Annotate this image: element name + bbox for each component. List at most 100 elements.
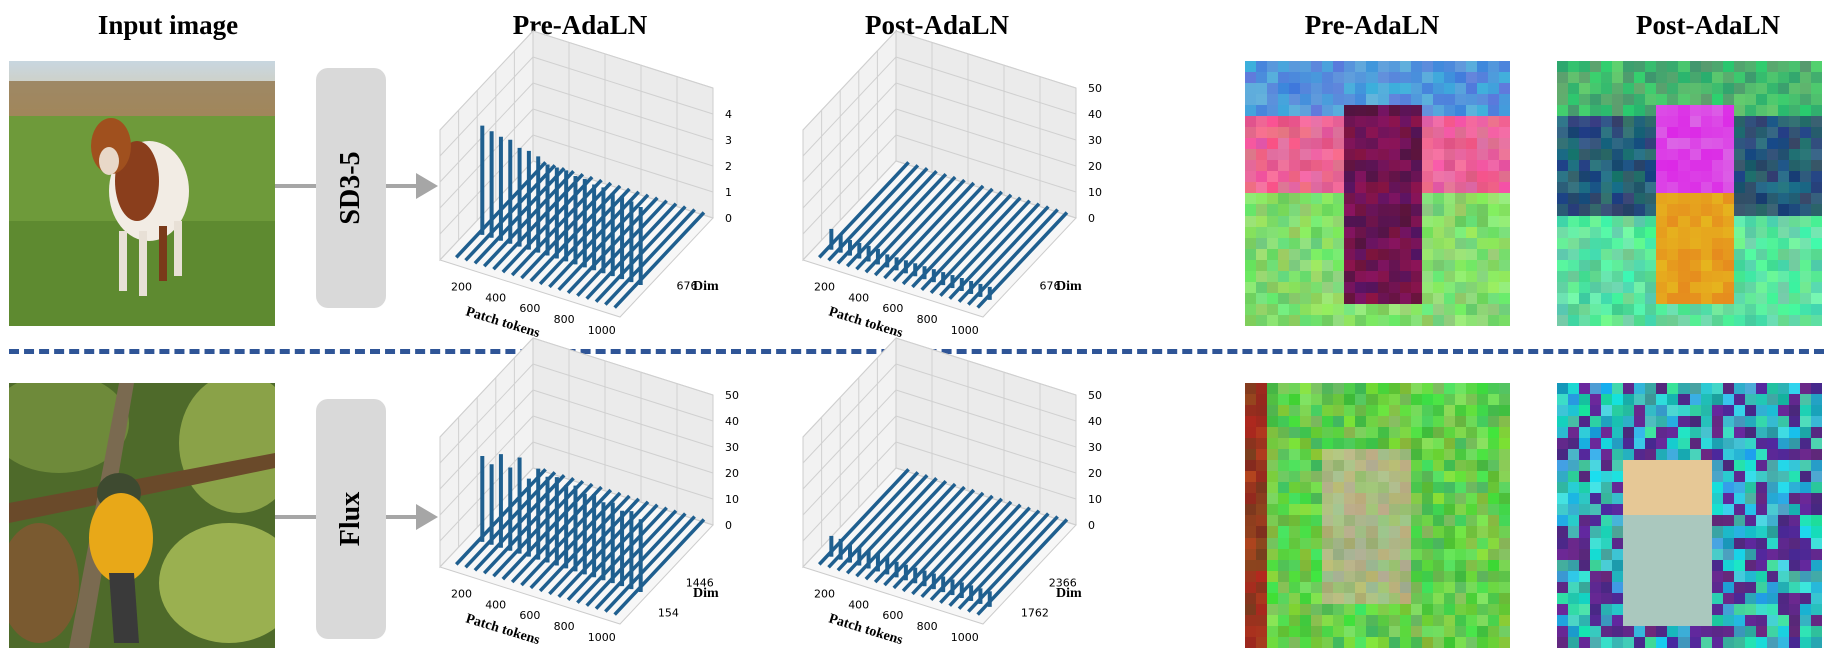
feature-cell	[1810, 248, 1822, 260]
y-axis-label: Dim	[693, 279, 719, 294]
feature-cell	[1421, 226, 1433, 238]
feature-cell	[1498, 482, 1510, 494]
feature-cell	[1755, 394, 1767, 406]
feature-cell	[1322, 592, 1334, 604]
feature-cell	[1744, 515, 1756, 527]
feature-cell	[1700, 383, 1712, 395]
feature-cell	[1355, 416, 1367, 428]
feature-cell	[1487, 204, 1499, 216]
x-tick-label: 200	[451, 281, 472, 294]
x-tick-label: 400	[848, 291, 869, 304]
feature-cell	[1410, 182, 1422, 194]
feature-cell	[1245, 570, 1257, 582]
feature-cell	[1678, 603, 1690, 615]
feature-cell	[1788, 482, 1800, 494]
feature-cell	[1810, 116, 1822, 128]
feature-cell	[1711, 94, 1723, 106]
feature-cell	[1656, 383, 1668, 395]
feature-cell	[1278, 303, 1290, 315]
gridline	[439, 30, 534, 131]
feature-cell	[1388, 394, 1400, 406]
feature-cell	[1634, 504, 1646, 516]
feature-cell	[1355, 449, 1367, 461]
feature-cell	[1700, 449, 1712, 461]
feature-cell	[1634, 237, 1646, 249]
feature-cell	[1557, 127, 1569, 139]
feature-cell	[1579, 383, 1591, 395]
feature-cell	[1810, 427, 1822, 439]
feature-cell	[1311, 204, 1323, 216]
feature-cell	[1443, 493, 1455, 505]
feature-cell	[1476, 537, 1488, 549]
bar-row	[957, 512, 1050, 610]
feature-cell	[1634, 581, 1646, 593]
feature-cell	[1700, 614, 1712, 626]
feature-cell	[1645, 592, 1657, 604]
feature-cell	[1744, 94, 1756, 106]
feature-cell	[1568, 83, 1580, 95]
feature-cell	[1333, 526, 1345, 538]
feature-cell	[1810, 138, 1822, 150]
feature-cell	[1678, 248, 1690, 260]
feature-cell	[1333, 548, 1345, 560]
feature-cell	[1678, 548, 1690, 560]
gridline	[532, 415, 714, 474]
feature-cell	[1634, 248, 1646, 260]
feature-cell	[1432, 94, 1444, 106]
feature-cell	[1799, 61, 1811, 73]
feature-cell	[1355, 94, 1367, 106]
feature-cell	[1623, 405, 1635, 417]
feature-cell	[1678, 427, 1690, 439]
feature-cell	[1476, 482, 1488, 494]
feature-cell	[1612, 204, 1624, 216]
feature-cell	[1733, 438, 1745, 450]
feature-cell	[1311, 270, 1323, 282]
feature-cell	[1766, 281, 1778, 293]
feature-cell	[1755, 193, 1767, 205]
feature-cell	[1667, 559, 1679, 571]
feature-cell	[1410, 570, 1422, 582]
feature-cell	[1755, 548, 1767, 560]
feature-cell	[1355, 493, 1367, 505]
feature-cell	[1366, 438, 1378, 450]
feature-cell	[1667, 314, 1679, 326]
feature-cell	[1711, 460, 1723, 472]
feature-cell	[1777, 482, 1789, 494]
feature-cell	[1300, 83, 1312, 95]
feature-cell	[1601, 116, 1613, 128]
feature-cell	[1722, 515, 1734, 527]
feature-cell	[1590, 138, 1602, 150]
feature-cell	[1344, 636, 1356, 648]
feature-cell	[1557, 559, 1569, 571]
feature-cell	[1722, 460, 1734, 472]
feature-cell	[1645, 614, 1657, 626]
feature-cell	[1755, 182, 1767, 194]
feature-cell	[1755, 226, 1767, 238]
feature-cell	[1612, 394, 1624, 406]
feature-cell	[1267, 314, 1279, 326]
feature-cell	[1388, 548, 1400, 560]
feature-cell	[1568, 603, 1580, 615]
gridline	[439, 389, 534, 490]
feature-cell	[1322, 526, 1334, 538]
feature-cell	[1267, 559, 1279, 571]
feature-cell	[1689, 570, 1701, 582]
feature-cell	[1678, 460, 1690, 472]
feature-cell	[1256, 94, 1268, 106]
feature-cell	[1656, 314, 1668, 326]
feature-cell	[1377, 570, 1389, 582]
feature-cell	[1689, 636, 1701, 648]
feature-cell	[1410, 314, 1422, 326]
feature-cell	[1711, 182, 1723, 194]
feature-cell	[1311, 105, 1323, 117]
x-tick-label: 600	[882, 302, 903, 315]
feature-cell	[1766, 226, 1778, 238]
feature-cell	[1366, 592, 1378, 604]
feature-cell	[1634, 383, 1646, 395]
feature-cell	[1568, 405, 1580, 417]
feature-cell	[1465, 526, 1477, 538]
feature-cell	[1777, 636, 1789, 648]
feature-cell	[1700, 149, 1712, 161]
feature-cell	[1744, 160, 1756, 172]
feature-cell	[1377, 281, 1389, 293]
